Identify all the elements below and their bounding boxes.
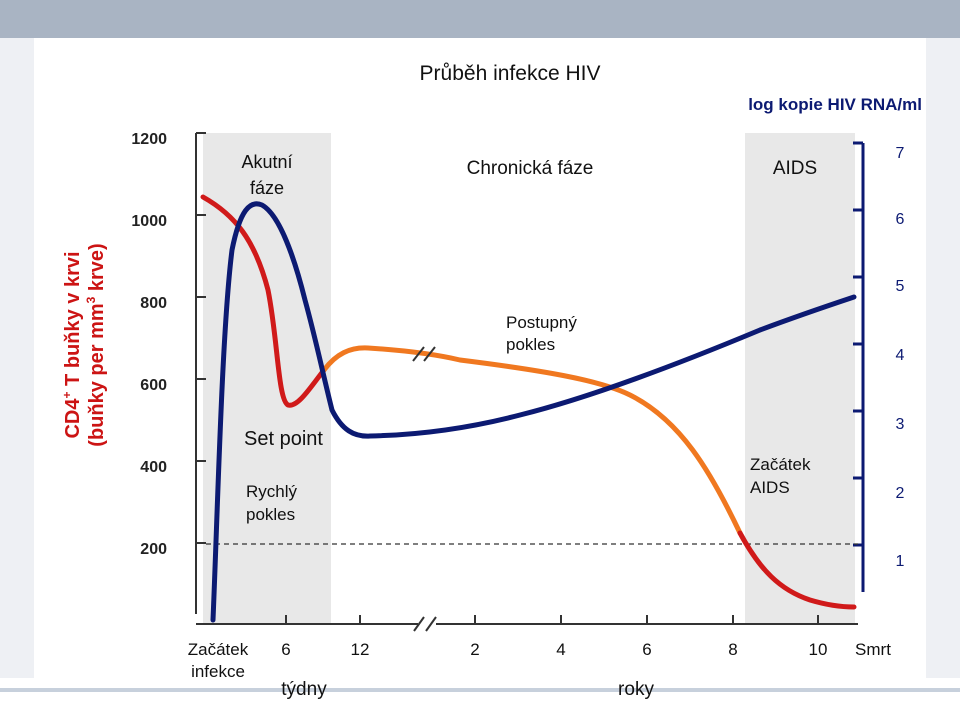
window-bottom-line	[0, 688, 960, 692]
gradual-decline-label: Postupný	[506, 313, 577, 332]
right-tick-label: 1	[896, 553, 905, 570]
x-tick-label: 8	[728, 640, 737, 659]
rapid-decline-label: pokles	[246, 505, 295, 524]
right-tick-label: 5	[896, 278, 905, 295]
left-axis-title-sup: +	[60, 392, 74, 399]
x-tick-label: 4	[556, 640, 565, 659]
left-tick-label: 600	[140, 377, 167, 394]
x-start-label: Začátek	[188, 640, 249, 659]
x-tick-label: 6	[281, 640, 290, 659]
x-tick-label: 6	[642, 640, 651, 659]
left-tick-label: 1000	[131, 213, 167, 230]
x-tick-label: 10	[809, 640, 828, 659]
window-right-margin	[926, 38, 960, 714]
x-weeks-title: týdny	[281, 679, 327, 700]
right-axis-ticks	[853, 141, 863, 547]
cd4-curve-break-mark	[412, 346, 425, 362]
cd4-curve-aids	[737, 530, 857, 610]
gradual-decline-label: pokles	[506, 335, 555, 354]
right-tick-label: 6	[896, 211, 905, 228]
left-axis-title-part: krve)	[86, 243, 108, 296]
svg-text:(buňky per mm3 krve): (buňky per mm3 krve)	[84, 243, 108, 446]
left-tick-label: 800	[140, 295, 167, 312]
left-tick-label: 200	[140, 541, 167, 558]
hiv-rna-curve	[210, 201, 857, 623]
acute-phase-label: fáze	[250, 178, 284, 198]
chronic-phase-label: Chronická fáze	[467, 158, 594, 179]
rapid-decline-label: Rychlý	[246, 482, 298, 501]
x-start-label: infekce	[191, 662, 245, 681]
right-tick-label: 4	[896, 347, 905, 364]
set-point-label: Set point	[244, 428, 323, 450]
x-tick-label: 2	[470, 640, 479, 659]
left-axis-ticks	[196, 132, 206, 544]
x-axis-break-mark	[413, 616, 425, 632]
left-axis-title-sup: 3	[84, 296, 98, 303]
window-top-bar	[0, 0, 960, 38]
svg-text:CD4+ T buňky v krvi: CD4+ T buňky v krvi	[60, 251, 84, 438]
right-axis-title: log kopie HIV RNA/ml	[748, 95, 922, 114]
aids-onset-label: Začátek	[750, 455, 811, 474]
aids-phase-band	[745, 133, 855, 623]
x-axis-break-mark	[425, 616, 437, 632]
right-tick-label: 3	[896, 416, 905, 433]
aids-phase-label: AIDS	[773, 158, 817, 179]
chart-title: Průběh infekce HIV	[420, 62, 601, 85]
cd4-curve-chronic	[321, 345, 743, 536]
left-axis-title-part: (buňky per mm	[86, 303, 108, 446]
acute-phase-label: Akutní	[241, 152, 292, 172]
x-end-label: Smrt	[855, 640, 891, 659]
left-axis-title: CD4+ T buňky v krvi (buňky per mm3 krve)	[60, 243, 108, 446]
x-axis-ticks	[285, 615, 819, 624]
left-tick-label: 1200	[131, 131, 167, 148]
left-axis-title-part: T buňky v krvi	[62, 251, 84, 391]
left-tick-label: 400	[140, 459, 167, 476]
x-tick-label: 12	[351, 640, 370, 659]
aids-onset-label: AIDS	[750, 478, 790, 497]
window-left-margin	[0, 38, 34, 714]
right-tick-label: 2	[896, 485, 905, 502]
right-tick-label: 7	[896, 145, 905, 162]
left-axis-title-part: CD4	[62, 398, 84, 439]
cd4-curve-acute	[200, 194, 327, 408]
x-years-title: roky	[618, 679, 654, 700]
cd4-curve-break-mark	[423, 346, 436, 362]
